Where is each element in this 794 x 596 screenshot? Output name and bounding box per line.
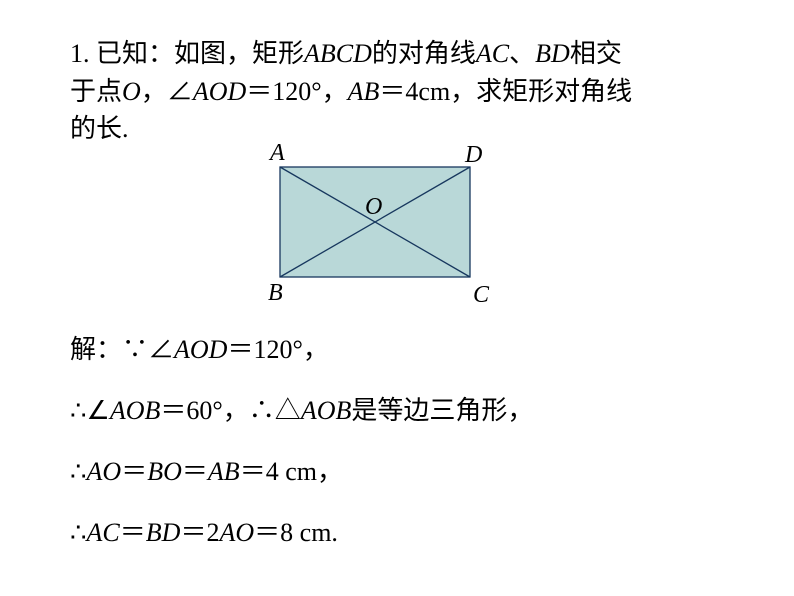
var-bd: BD bbox=[146, 518, 181, 547]
text: ＝ bbox=[182, 457, 208, 486]
text: 、 bbox=[509, 39, 535, 68]
text: ，∠ bbox=[141, 77, 193, 106]
solution-block: 解：∵∠AOD＝120°， ∴∠AOB＝60°，∴△AOB是等边三角形， ∴AO… bbox=[70, 330, 710, 574]
text: ∴ bbox=[70, 518, 87, 547]
var-aod: AOD bbox=[193, 77, 246, 106]
label-o: O bbox=[365, 194, 382, 220]
label-d: D bbox=[464, 142, 482, 168]
text: ＝120°， bbox=[227, 335, 328, 364]
var-ab: AB bbox=[208, 457, 240, 486]
text: 是等边三角形， bbox=[351, 396, 533, 425]
text: 的长. bbox=[70, 114, 129, 143]
text: ∴∠ bbox=[70, 396, 110, 425]
var-bd: BD bbox=[535, 39, 570, 68]
var-ac: AC bbox=[87, 518, 120, 547]
text: 1. 已知：如图，矩形 bbox=[70, 39, 304, 68]
diagram-svg: A D B C O bbox=[260, 142, 500, 312]
solution-line-3: ∴AO＝BO＝AB＝4 cm， bbox=[70, 452, 710, 491]
label-a: A bbox=[268, 142, 285, 166]
text: ∴ bbox=[70, 457, 87, 486]
text: ＝ bbox=[121, 457, 147, 486]
label-b: B bbox=[268, 280, 283, 306]
text: 解：∵∠ bbox=[70, 335, 174, 364]
text: ＝60°，∴△ bbox=[160, 396, 300, 425]
text: ＝8 cm. bbox=[254, 518, 338, 547]
text: ＝4cm，求矩形对角线 bbox=[379, 77, 632, 106]
text: ＝2 bbox=[180, 518, 219, 547]
rectangle-diagram: A D B C O bbox=[260, 142, 500, 312]
var-bo: BO bbox=[147, 457, 182, 486]
var-aod: AOD bbox=[174, 335, 227, 364]
label-c: C bbox=[473, 282, 490, 308]
text: 于点 bbox=[70, 77, 122, 106]
text: ＝ bbox=[120, 518, 146, 547]
problem-statement: 1. 已知：如图，矩形ABCD的对角线AC、BD相交 于点O，∠AOD＝120°… bbox=[70, 35, 710, 148]
solution-line-4: ∴AC＝BD＝2AO＝8 cm. bbox=[70, 513, 710, 552]
text: 相交 bbox=[570, 39, 622, 68]
solution-line-2: ∴∠AOB＝60°，∴△AOB是等边三角形， bbox=[70, 391, 710, 430]
var-abcd: ABCD bbox=[304, 39, 372, 68]
var-ac: AC bbox=[476, 39, 509, 68]
var-ao: AO bbox=[219, 518, 254, 547]
var-ao: AO bbox=[87, 457, 122, 486]
var-o: O bbox=[122, 77, 141, 106]
text: 的对角线 bbox=[372, 39, 476, 68]
solution-line-1: 解：∵∠AOD＝120°， bbox=[70, 330, 710, 369]
text: ＝4 cm， bbox=[240, 457, 343, 486]
text: ＝120°， bbox=[246, 77, 347, 106]
var-ab: AB bbox=[348, 77, 380, 106]
var-aob: AOB bbox=[110, 396, 161, 425]
var-aob: AOB bbox=[301, 396, 352, 425]
